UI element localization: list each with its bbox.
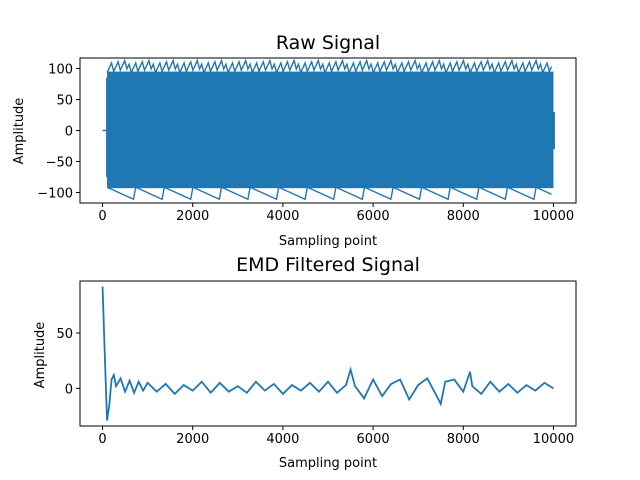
emd-filtered-xlabel: Sampling point bbox=[279, 456, 377, 471]
y-tick-label: 100 bbox=[48, 63, 73, 78]
x-tick-label: 4000 bbox=[266, 432, 299, 447]
x-tick-label: 0 bbox=[98, 209, 106, 224]
emd-filtered-plot-area bbox=[101, 286, 554, 421]
series-body bbox=[107, 71, 554, 189]
y-tick-label: −50 bbox=[46, 155, 73, 170]
raw-signal-axes: Raw Signal 0 2000 4000 6000 8000 10000 −100 −50… bbox=[12, 32, 577, 249]
raw-signal-xlabel: Sampling point bbox=[279, 234, 377, 249]
emd-filtered-title: EMD Filtered Signal bbox=[236, 254, 420, 276]
emd-filtered-ylabel: Amplitude bbox=[33, 322, 48, 389]
raw-signal-ylabel: Amplitude bbox=[12, 98, 27, 165]
x-tick-label: 0 bbox=[98, 432, 106, 447]
x-tick-label: 6000 bbox=[357, 432, 390, 447]
x-tick-label: 2000 bbox=[176, 209, 209, 224]
x-tick-label: 10000 bbox=[533, 432, 574, 447]
raw-signal-frame bbox=[79, 57, 577, 204]
emd-filtered-axes: EMD Filtered Signal 0 2000 4000 6000 8000 100… bbox=[33, 254, 577, 471]
y-tick-label: 0 bbox=[65, 125, 73, 140]
series-upper-edge bbox=[106, 58, 553, 75]
emd-filtered-frame bbox=[79, 280, 577, 427]
y-tick-label: 0 bbox=[65, 382, 73, 397]
y-tick-label: 50 bbox=[56, 94, 73, 109]
y-tick-label: −100 bbox=[37, 186, 73, 201]
raw-signal-ticks: 0 2000 4000 6000 8000 10000 −100 −50 0 50 100 bbox=[37, 63, 574, 224]
x-tick-label: 4000 bbox=[266, 209, 299, 224]
x-tick-label: 8000 bbox=[447, 209, 480, 224]
x-tick-label: 6000 bbox=[357, 209, 390, 224]
series-line bbox=[101, 286, 554, 421]
emd-filtered-ticks: 0 2000 4000 6000 8000 10000 0 50 bbox=[56, 327, 574, 447]
x-tick-label: 10000 bbox=[533, 209, 574, 224]
raw-signal-plot-area bbox=[102, 58, 555, 201]
raw-signal-title: Raw Signal bbox=[276, 32, 380, 54]
x-tick-label: 2000 bbox=[176, 432, 209, 447]
x-tick-label: 8000 bbox=[447, 432, 480, 447]
y-tick-label: 50 bbox=[56, 327, 73, 342]
series-lower-edge bbox=[106, 186, 552, 201]
